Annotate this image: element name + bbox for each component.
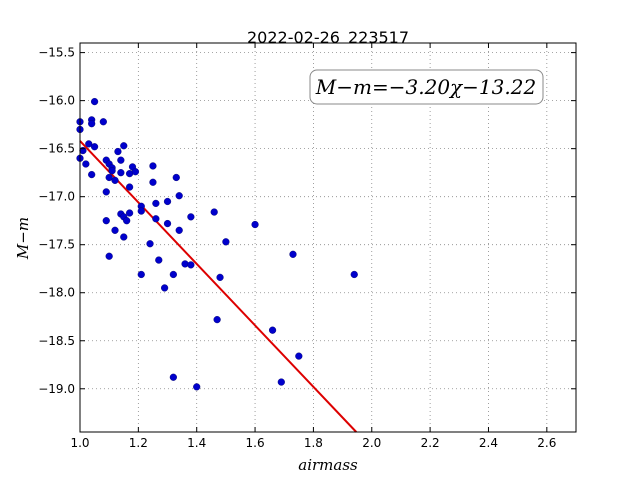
x-tick-label: 1.4: [187, 436, 206, 450]
data-point: [163, 197, 172, 206]
data-point: [175, 192, 183, 200]
data-point: [117, 156, 125, 164]
x-tick-label: 2.2: [421, 436, 440, 450]
data-point: [222, 238, 230, 246]
data-point: [289, 250, 297, 258]
data-point: [295, 352, 303, 360]
y-axis-label: M−m: [14, 217, 32, 260]
data-point: [108, 167, 116, 175]
x-tick-label: 2.0: [362, 436, 381, 450]
data-point: [193, 383, 201, 391]
data-point: [111, 176, 119, 184]
data-point: [117, 169, 125, 177]
data-point: [350, 270, 358, 279]
grid-lines: [79, 43, 576, 432]
data-point: [149, 178, 157, 186]
data-point: [131, 168, 140, 176]
data-point: [149, 162, 157, 170]
axis-ticks: 1.0 1.2 1.4 1.6 1.8 2.0 2.2 2.4 2.6 −15.5 −16.0 −16…: [38, 43, 576, 450]
annotation-box: M−m=−3.20χ−13.22: [309, 69, 544, 105]
y-tick-label: −18.0: [38, 286, 75, 300]
data-point: [82, 160, 90, 168]
data-point: [126, 183, 134, 191]
data-point: [90, 143, 99, 151]
y-tick-label: −19.0: [38, 382, 75, 396]
data-point: [213, 316, 221, 324]
x-tick-label: 1.2: [129, 436, 148, 450]
annotation-equation: M−m=−3.20χ−13.22: [315, 75, 536, 99]
data-point: [169, 270, 177, 279]
data-point: [161, 284, 169, 292]
data-point: [105, 173, 113, 182]
data-point: [163, 219, 172, 228]
data-point: [88, 120, 96, 128]
data-point: [155, 256, 163, 264]
x-tick-label: 1.6: [246, 436, 265, 450]
y-tick-label: −17.0: [38, 190, 75, 204]
y-tick-label: −17.5: [38, 238, 75, 252]
data-point: [105, 252, 113, 260]
x-axis-label: airmass: [298, 456, 358, 474]
data-point: [111, 226, 119, 234]
x-tick-label: 1.0: [70, 436, 89, 450]
annotation-frame: [309, 69, 544, 105]
data-point: [187, 213, 195, 221]
data-point: [102, 217, 110, 225]
fit-line: [79, 140, 357, 433]
data-point: [90, 97, 99, 106]
x-tick-label: 2.4: [479, 436, 498, 450]
y-tick-label: −16.5: [38, 142, 75, 156]
data-point: [172, 173, 180, 182]
plot-frame: [79, 42, 577, 433]
data-point: [175, 226, 183, 234]
data-point: [120, 233, 128, 241]
data-point: [99, 118, 107, 126]
data-point: [126, 209, 134, 217]
data-point: [187, 261, 195, 269]
fit-line-group: [79, 140, 357, 433]
y-tick-label: −18.5: [38, 334, 75, 348]
data-point: [210, 208, 218, 216]
data-point: [152, 215, 160, 223]
data-point: [146, 240, 154, 248]
y-tick-label: −16.0: [38, 94, 75, 108]
data-point: [277, 378, 285, 386]
plot-area: [80, 43, 576, 432]
data-point: [268, 326, 277, 334]
y-tick-label: −15.5: [38, 46, 75, 60]
data-point: [251, 220, 259, 229]
data-point: [169, 373, 177, 381]
data-point: [137, 207, 145, 215]
data-point: [120, 142, 128, 150]
data-point: [102, 188, 110, 196]
x-tick-label: 1.8: [304, 436, 323, 450]
data-point: [88, 170, 96, 179]
data-point: [114, 147, 122, 156]
data-point: [216, 273, 224, 281]
data-point: [152, 199, 160, 208]
data-point: [137, 270, 145, 279]
data-points: [76, 97, 358, 391]
data-point: [85, 140, 93, 148]
x-tick-label: 2.6: [537, 436, 556, 450]
data-point: [123, 217, 131, 225]
